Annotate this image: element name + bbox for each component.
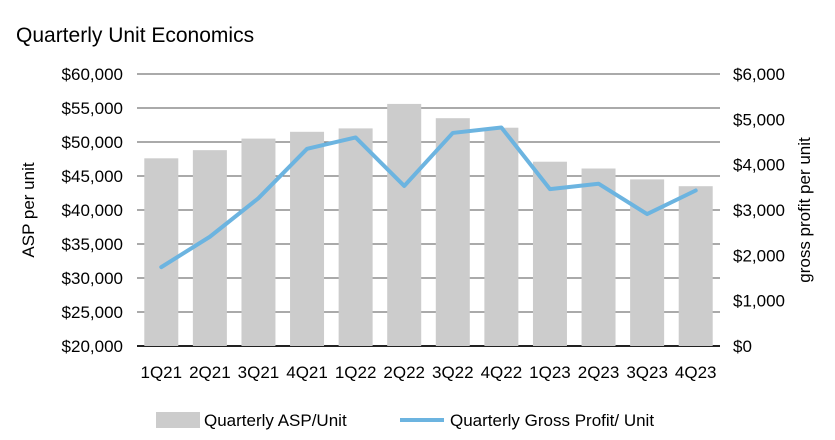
- x-tick-label: 2Q23: [578, 363, 620, 382]
- legend-label-bar: Quarterly ASP/Unit: [204, 411, 347, 430]
- y-tick-label-right: $6,000: [733, 65, 785, 84]
- y-tick-label-left: $25,000: [62, 303, 123, 322]
- legend: Quarterly ASP/Unit Quarterly Gross Profi…: [156, 411, 654, 430]
- legend-label-line: Quarterly Gross Profit/ Unit: [450, 411, 654, 430]
- x-tick-label: 4Q23: [675, 363, 717, 382]
- y-axis-label-right: gross profit per unit: [795, 137, 814, 283]
- y-tick-label-left: $60,000: [62, 65, 123, 84]
- bar-2Q22: [387, 103, 422, 346]
- chart-title: Quarterly Unit Economics: [16, 24, 254, 47]
- y-axis-label-left: ASP per unit: [19, 162, 38, 257]
- y-tick-label-left: $50,000: [62, 133, 123, 152]
- x-tick-label: 1Q22: [335, 363, 377, 382]
- bar-4Q22: [484, 127, 519, 346]
- y-tick-label-right: $4,000: [733, 156, 785, 175]
- bar-3Q21: [241, 138, 276, 346]
- x-tick-label: 3Q22: [432, 363, 474, 382]
- x-tick-label: 1Q23: [529, 363, 571, 382]
- y-tick-label-right: $1,000: [733, 292, 785, 311]
- x-tick-label: 1Q21: [140, 363, 182, 382]
- y-tick-label-right: $0: [733, 337, 752, 356]
- y-tick-label-right: $3,000: [733, 201, 785, 220]
- bar-1Q21: [144, 158, 179, 346]
- x-tick-label: 3Q23: [626, 363, 668, 382]
- y-tick-label-left: $55,000: [62, 99, 123, 118]
- x-tick-label: 2Q21: [189, 363, 231, 382]
- bar-4Q21: [290, 131, 325, 346]
- x-tick-label: 3Q21: [238, 363, 280, 382]
- bar-2Q23: [581, 168, 616, 346]
- y-tick-label-right: $5,000: [733, 110, 785, 129]
- x-tick-label: 4Q21: [286, 363, 328, 382]
- bar-2Q21: [192, 150, 227, 346]
- y-tick-label-left: $40,000: [62, 201, 123, 220]
- y-tick-label-left: $35,000: [62, 235, 123, 254]
- gross-profit-line: [159, 125, 698, 270]
- bar-4Q23: [678, 186, 713, 346]
- bar-1Q23: [532, 161, 567, 346]
- y-tick-label-left: $45,000: [62, 167, 123, 186]
- legend-swatch-bar: [156, 412, 200, 428]
- y-tick-label-left: $30,000: [62, 269, 123, 288]
- x-tick-label: 2Q22: [383, 363, 425, 382]
- bar-1Q22: [338, 128, 373, 346]
- y-tick-label-left: $20,000: [62, 337, 123, 356]
- y-tick-label-right: $2,000: [733, 246, 785, 265]
- x-tick-label: 4Q22: [481, 363, 523, 382]
- bar-3Q22: [435, 118, 470, 346]
